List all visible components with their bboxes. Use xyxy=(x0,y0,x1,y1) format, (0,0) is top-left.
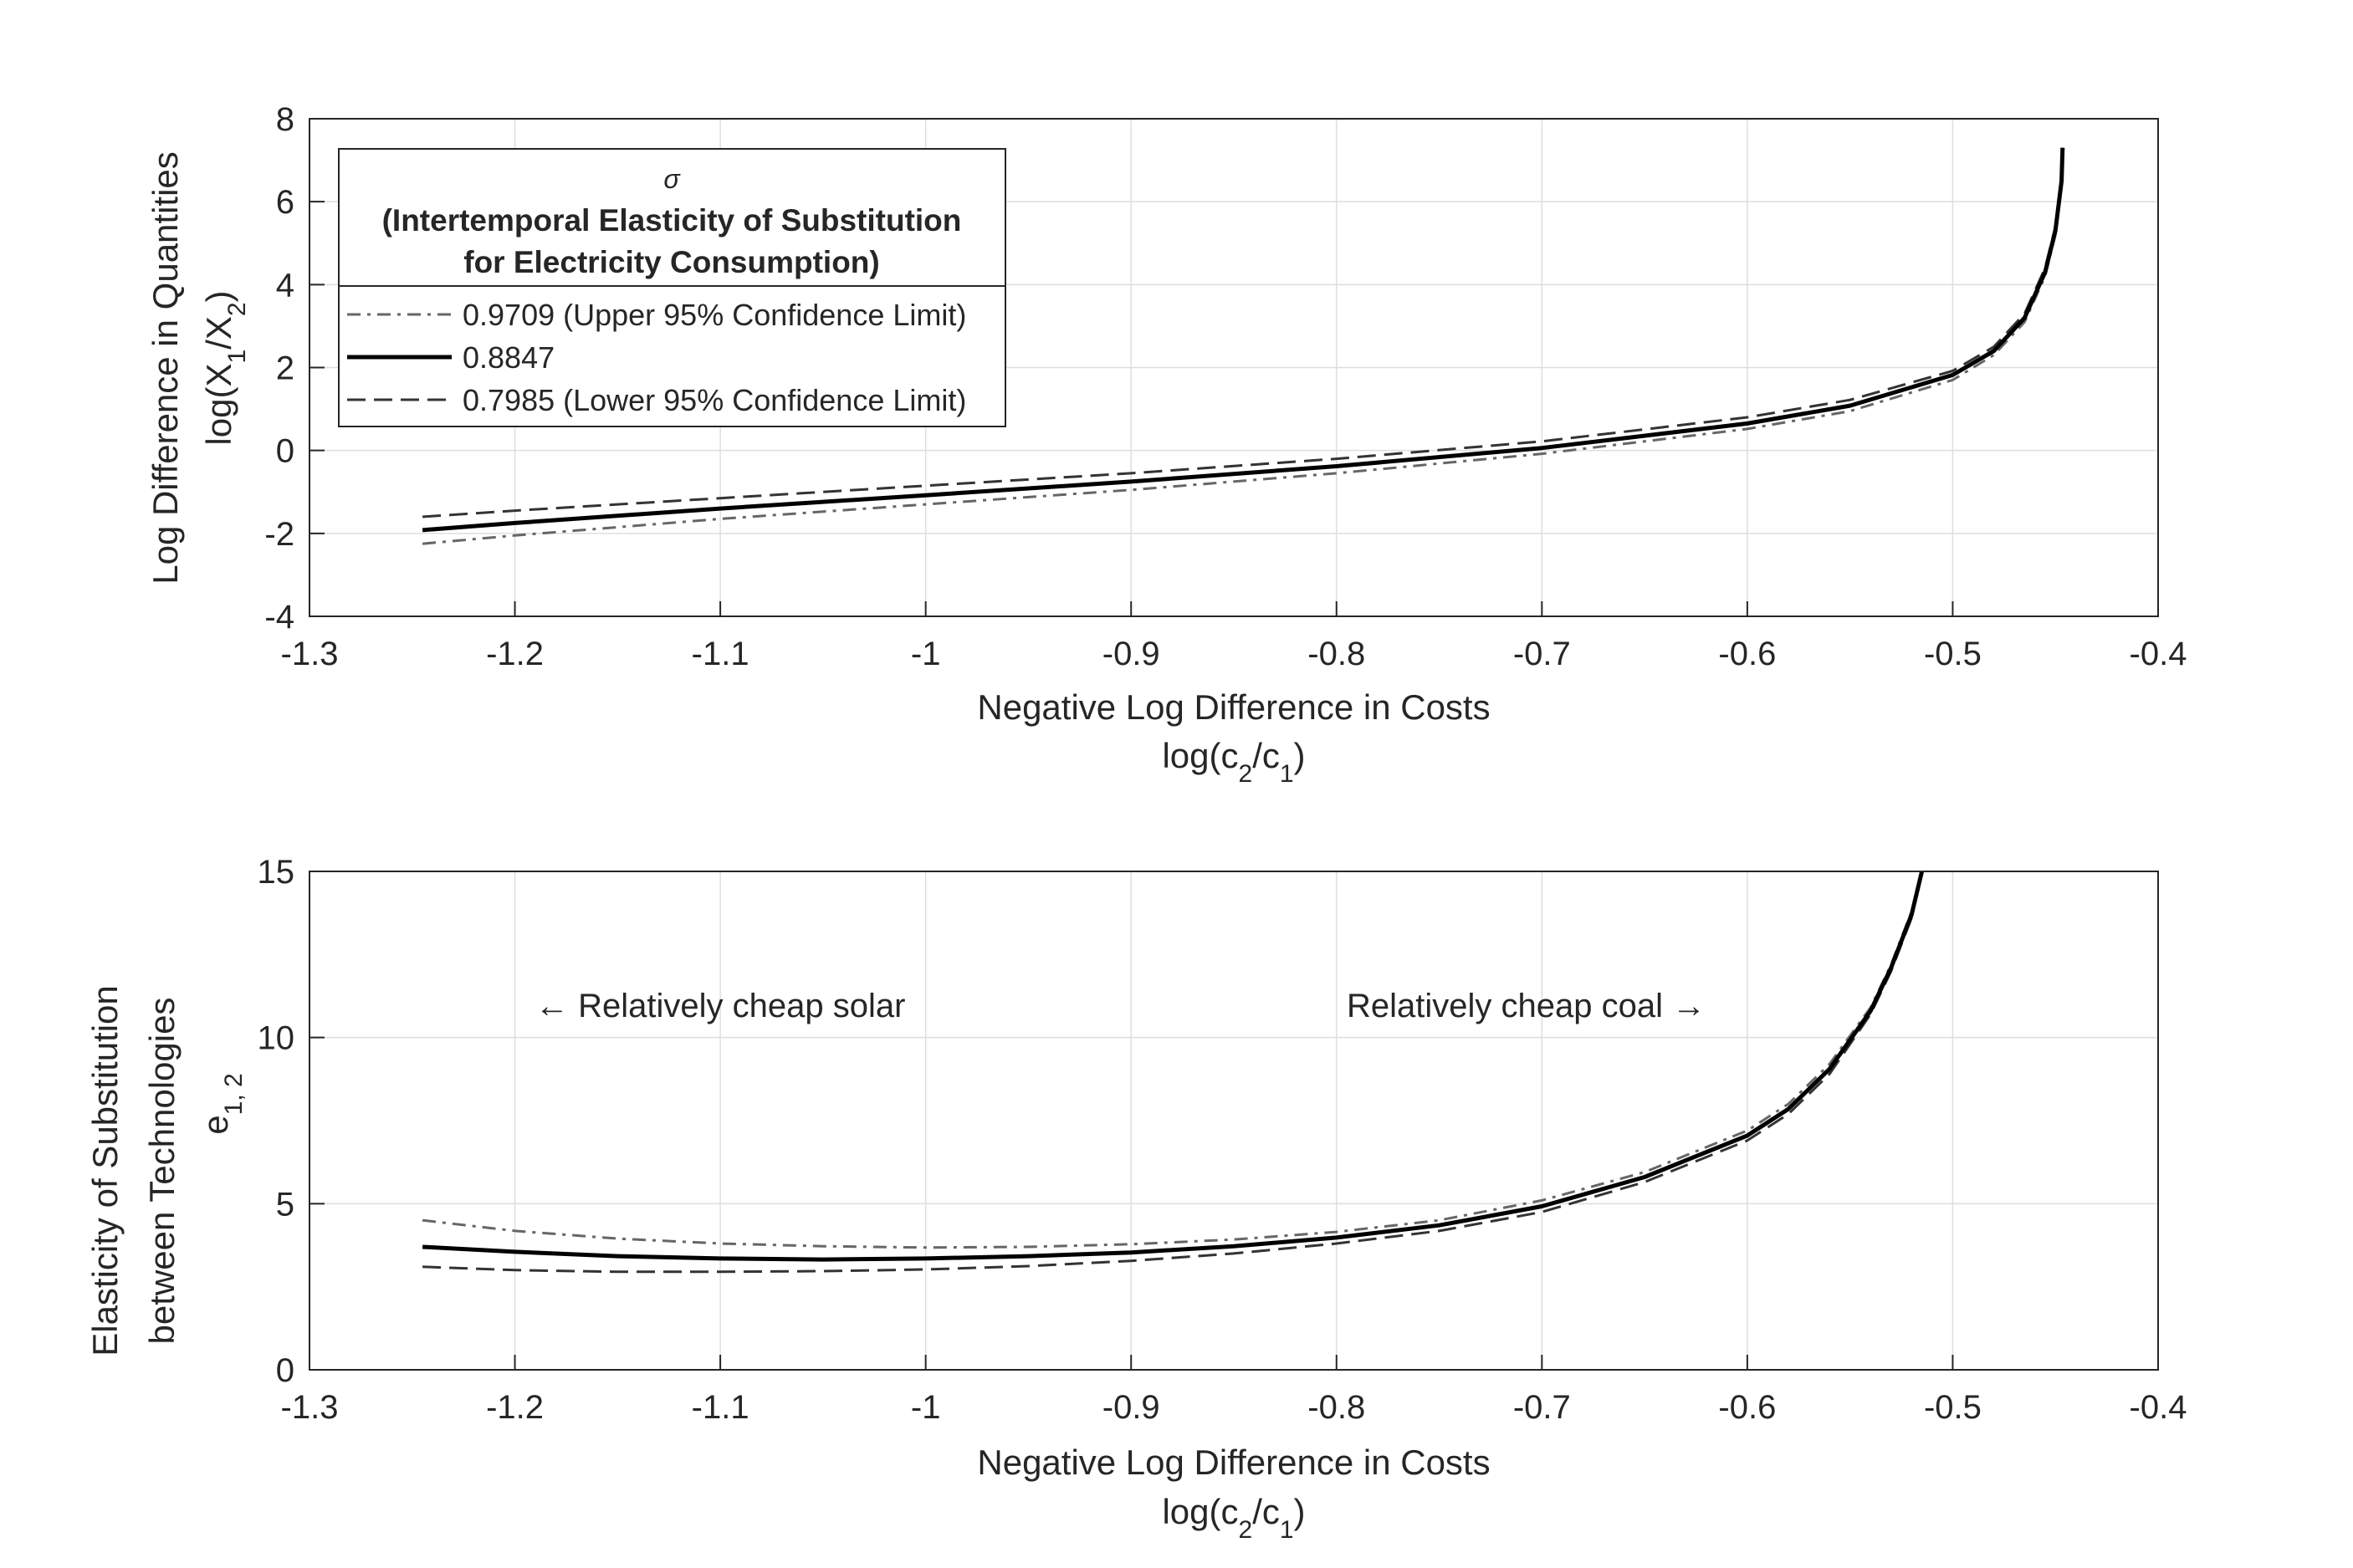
top-xtick-label: -0.6 xyxy=(1718,636,1776,672)
bottom-series-line-lower xyxy=(422,871,1924,1274)
bottom-xtick-label: -0.9 xyxy=(1102,1389,1160,1426)
top-y-label-line2: log(X1/X2) xyxy=(199,290,251,445)
legend-box xyxy=(338,148,1006,427)
top-ytick-label: 6 xyxy=(276,184,294,221)
legend-title-line2: for Electricity Consumption) xyxy=(463,245,879,279)
top-ytick-label: -2 xyxy=(264,516,294,553)
top-xtick-label: -1 xyxy=(911,636,941,672)
legend-entry-lower: 0.7985 (Lower 95% Confidence Limit) xyxy=(463,383,966,417)
bottom-ytick-label: 10 xyxy=(258,1020,295,1057)
top-chart-panel: -1.3 -1.2 -1.1 -1 -0.9 -0.8 -0.7 -0.6 -0.5 -0.4 -4… xyxy=(146,101,2187,788)
bottom-x-label-line2: log(c2/c1) xyxy=(1162,1492,1305,1544)
top-ytick-label: 0 xyxy=(276,433,294,470)
top-y-label-line1: Log Difference in Quantities xyxy=(146,151,185,585)
legend-title-line1: (Intertemporal Elasticity of Substitutio… xyxy=(382,203,962,237)
top-y-label-2: log(X1/X2) xyxy=(199,290,251,445)
bottom-series-line-upper xyxy=(422,871,1924,1249)
bottom-chart-panel: -1.3 -1.2 -1.1 -1 -0.9 -0.8 -0.7 -0.6 -0.5 -0.4 0 5… xyxy=(85,854,2187,1544)
top-series-line-upper xyxy=(422,151,2064,545)
bottom-y-label-line1: Elasticity of Substitution xyxy=(85,985,125,1356)
bottom-ytick-label: 5 xyxy=(276,1186,294,1223)
bottom-y-label-3: e1, 2 xyxy=(196,1073,248,1134)
legend-entry-upper: 0.9709 (Upper 95% Confidence Limit) xyxy=(463,298,966,332)
bottom-axes-box xyxy=(309,871,2159,1371)
bottom-xtick-label: -0.4 xyxy=(2130,1389,2187,1426)
bottom-xtick-label: -0.7 xyxy=(1513,1389,1571,1426)
top-ytick-label: -4 xyxy=(264,599,294,636)
bottom-ytick-label: 15 xyxy=(258,854,295,891)
top-x-label-line1: Negative Log Difference in Costs xyxy=(977,687,1490,727)
top-xtick-label: -0.5 xyxy=(1924,636,1982,672)
bottom-ticks: -1.3 -1.2 -1.1 -1 -0.9 -0.8 -0.7 -0.6 -0.5 -0.4 0 5… xyxy=(258,854,2187,1426)
top-ytick-label: 8 xyxy=(276,101,294,138)
bottom-y-label-1: Elasticity of Substitution xyxy=(85,985,125,1356)
bottom-series-line-mid xyxy=(422,871,1925,1262)
top-ytick-label: 2 xyxy=(276,350,294,387)
bottom-y-label-line2: between Technologies xyxy=(142,998,182,1345)
legend: σ (Intertemporal Elasticity of Substitut… xyxy=(338,148,1006,427)
legend-title-symbol: σ xyxy=(663,164,681,194)
bottom-xtick-label: -1.2 xyxy=(486,1389,544,1426)
top-series-group xyxy=(422,147,2065,545)
top-xtick-label: -1.1 xyxy=(692,636,749,672)
bottom-series-group xyxy=(422,871,1925,1274)
top-ticks: -1.3 -1.2 -1.1 -1 -0.9 -0.8 -0.7 -0.6 -0.5 -0.4 -4… xyxy=(264,101,2187,672)
bottom-ytick-label: 0 xyxy=(276,1352,294,1389)
bottom-xtick-label: -1.3 xyxy=(281,1389,339,1426)
bottom-y-label-line3: e1, 2 xyxy=(196,1073,248,1134)
top-xtick-label: -1.3 xyxy=(281,636,339,672)
annotation-cheap-coal: Relatively cheap coal → xyxy=(1347,988,1706,1024)
top-ytick-label: 4 xyxy=(276,267,294,304)
bottom-xtick-label: -1.1 xyxy=(692,1389,749,1426)
bottom-xtick-label: -1 xyxy=(911,1389,941,1426)
top-y-label: Log Difference in Quantities xyxy=(146,151,185,585)
bottom-plot-area xyxy=(309,871,2158,1370)
bottom-x-label-line1: Negative Log Difference in Costs xyxy=(977,1443,1490,1482)
top-x-label-line2: log(c2/c1) xyxy=(1162,736,1305,788)
bottom-y-label-2: between Technologies xyxy=(142,998,182,1345)
top-series-line-mid xyxy=(422,147,2065,533)
legend-entry-mid: 0.8847 xyxy=(463,340,555,375)
top-xtick-label: -0.8 xyxy=(1307,636,1365,672)
annotation-cheap-solar: ← Relatively cheap solar xyxy=(535,988,905,1024)
bottom-xtick-label: -0.5 xyxy=(1924,1389,1982,1426)
bottom-xtick-label: -0.8 xyxy=(1307,1389,1365,1426)
top-xtick-label: -0.7 xyxy=(1513,636,1571,672)
top-xtick-label: -1.2 xyxy=(486,636,544,672)
bottom-xtick-label: -0.6 xyxy=(1718,1389,1776,1426)
top-xtick-label: -0.9 xyxy=(1102,636,1160,672)
top-xtick-label: -0.4 xyxy=(2130,636,2187,672)
